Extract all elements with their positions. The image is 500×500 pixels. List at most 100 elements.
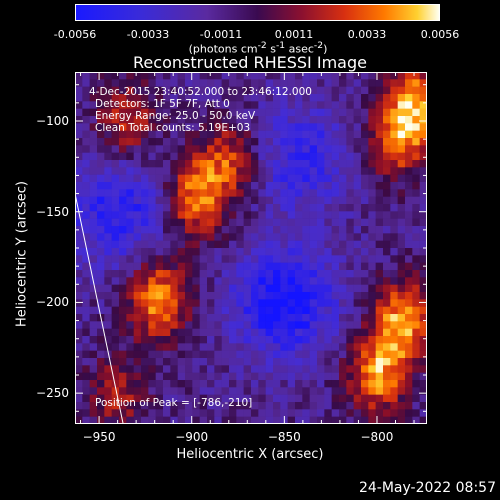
colorbar bbox=[75, 4, 440, 21]
heatmap-cell bbox=[177, 116, 186, 124]
heatmap-cell bbox=[104, 79, 112, 87]
heatmap-cell bbox=[148, 174, 156, 183]
heatmap-cell bbox=[141, 262, 149, 271]
heatmap-cell bbox=[89, 358, 98, 366]
heatmap-cell bbox=[265, 211, 274, 219]
heatmap-cell bbox=[309, 314, 318, 322]
heatmap-cell bbox=[287, 72, 296, 80]
heatmap-cell bbox=[324, 328, 332, 337]
heatmap-cell bbox=[141, 189, 149, 197]
heatmap-cell bbox=[339, 211, 347, 219]
heatmap-cell bbox=[119, 101, 127, 109]
heatmap-cell bbox=[163, 262, 171, 271]
heatmap-cell bbox=[236, 336, 244, 344]
heatmap-cell bbox=[390, 306, 398, 315]
heatmap-cell bbox=[331, 116, 340, 124]
heatmap-cell bbox=[89, 79, 98, 87]
heatmap-cell bbox=[405, 145, 413, 153]
heatmap-cell bbox=[207, 262, 215, 271]
heatmap-cell bbox=[405, 394, 413, 403]
heatmap-cell bbox=[75, 211, 83, 219]
heatmap-cell bbox=[309, 270, 318, 278]
heatmap-cell bbox=[133, 79, 142, 87]
heatmap-cell bbox=[265, 79, 274, 87]
heatmap-cell bbox=[273, 284, 281, 293]
heatmap-cell bbox=[75, 387, 83, 395]
heatmap-cell bbox=[104, 336, 112, 344]
heatmap-cell bbox=[280, 145, 288, 153]
heatmap-cell bbox=[287, 255, 296, 263]
heatmap-cell bbox=[89, 350, 98, 359]
heatmap-cell bbox=[295, 306, 303, 315]
heatmap-cell bbox=[119, 211, 127, 219]
heatmap-cell bbox=[361, 233, 369, 241]
heatmap-cell bbox=[221, 94, 230, 102]
heatmap-cell bbox=[287, 270, 296, 278]
heatmap-cell bbox=[177, 167, 186, 175]
heatmap-cell bbox=[405, 292, 413, 300]
heatmap-cell bbox=[361, 358, 369, 366]
heatmap-cell bbox=[111, 336, 120, 344]
heatmap-cell bbox=[295, 160, 303, 168]
heatmap-cell bbox=[214, 380, 222, 388]
heatmap-cell bbox=[243, 204, 252, 212]
heatmap-cell bbox=[295, 138, 303, 146]
heatmap-cell bbox=[287, 138, 296, 146]
heatmap-cell bbox=[353, 314, 362, 322]
heatmap-cell bbox=[273, 409, 281, 417]
heatmap-cell bbox=[397, 350, 406, 359]
heatmap-cell bbox=[265, 86, 274, 95]
heatmap-cell bbox=[192, 358, 200, 366]
heatmap-cell bbox=[258, 174, 266, 183]
heatmap-cell bbox=[419, 350, 427, 359]
heatmap-cell bbox=[302, 343, 310, 351]
heatmap-cell bbox=[148, 299, 156, 307]
heatmap-cell bbox=[111, 402, 120, 410]
heatmap-cell bbox=[412, 101, 420, 109]
heatmap-cell bbox=[229, 336, 237, 344]
heatmap-cell bbox=[214, 306, 222, 315]
heatmap-cell bbox=[207, 123, 215, 131]
heatmap-cell bbox=[170, 262, 178, 271]
heatmap-cell bbox=[155, 262, 164, 271]
heatmap-cell bbox=[317, 255, 325, 263]
heatmap-cell bbox=[412, 167, 420, 175]
heatmap-cell bbox=[221, 343, 230, 351]
heatmap-cell bbox=[133, 233, 142, 241]
heatmap-cell bbox=[192, 182, 200, 190]
heatmap-cell bbox=[324, 262, 332, 271]
heatmap-cell bbox=[214, 211, 222, 219]
heatmap-cell bbox=[229, 365, 237, 373]
heatmap-cell bbox=[368, 86, 376, 95]
heatmap-cell bbox=[104, 211, 112, 219]
heatmap-cell bbox=[317, 284, 325, 293]
heatmap-cell bbox=[133, 284, 142, 293]
heatmap-cell bbox=[280, 328, 288, 337]
heatmap-cell bbox=[170, 167, 178, 175]
heatmap-cell bbox=[273, 277, 281, 285]
heatmap-cell bbox=[163, 292, 171, 300]
heatmap-cell bbox=[111, 101, 120, 109]
heatmap-cell bbox=[141, 182, 149, 190]
heatmap-cell bbox=[339, 145, 347, 153]
heatmap-cell bbox=[133, 336, 142, 344]
heatmap-cell bbox=[148, 72, 156, 80]
heatmap-cell bbox=[133, 255, 142, 263]
heatmap-cell bbox=[287, 116, 296, 124]
heatmap-cell bbox=[104, 306, 112, 315]
heatmap-cell bbox=[346, 174, 354, 183]
heatmap-cell bbox=[89, 372, 98, 381]
heatmap-cell bbox=[133, 292, 142, 300]
heatmap-cell bbox=[302, 409, 310, 417]
heatmap-cell bbox=[309, 299, 318, 307]
heatmap-cell bbox=[331, 372, 340, 381]
heatmap-cell bbox=[361, 101, 369, 109]
heatmap-cell bbox=[287, 94, 296, 102]
heatmap-cell bbox=[170, 226, 178, 234]
heatmap-cell bbox=[199, 196, 208, 205]
heatmap-cell bbox=[192, 336, 200, 344]
heatmap-cell bbox=[287, 101, 296, 109]
heatmap-cell bbox=[199, 86, 208, 95]
heatmap-cell bbox=[368, 277, 376, 285]
heatmap-cell bbox=[258, 416, 266, 424]
